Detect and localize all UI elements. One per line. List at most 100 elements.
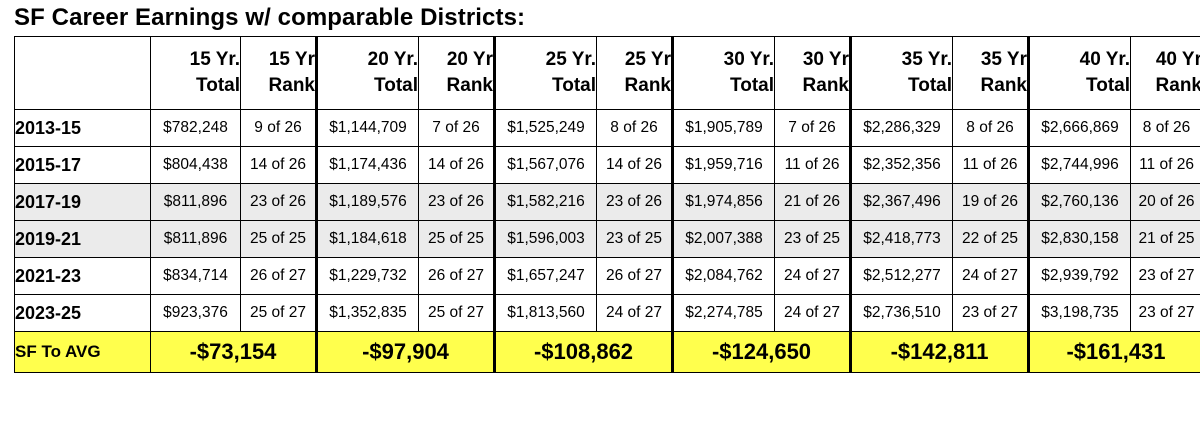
total-cell: $1,596,003: [493, 220, 597, 258]
total-cell: $2,274,785: [671, 294, 775, 332]
rank-cell: 25 of 25: [240, 220, 317, 258]
rank-cell: 24 of 27: [774, 294, 851, 332]
total-cell: $1,567,076: [493, 146, 597, 184]
rank-cell: 24 of 27: [774, 257, 851, 295]
total-cell: $2,760,136: [1027, 183, 1131, 221]
header-cell: 30 Yr. Total: [671, 36, 775, 110]
total-cell: $834,714: [150, 257, 241, 295]
total-cell: $1,352,835: [315, 294, 419, 332]
avg-value: -$124,650: [671, 331, 851, 373]
total-cell: $2,352,356: [849, 146, 953, 184]
total-cell: $1,959,716: [671, 146, 775, 184]
rank-cell: 22 of 25: [952, 220, 1029, 258]
total-cell: $2,736,510: [849, 294, 953, 332]
total-cell: $1,657,247: [493, 257, 597, 295]
rank-cell: 26 of 27: [418, 257, 495, 295]
total-cell: $2,367,496: [849, 183, 953, 221]
rank-cell: 25 of 27: [418, 294, 495, 332]
header-cell: 20 Yr Rank: [418, 36, 495, 110]
header-cell: 25 Yr. Total: [493, 36, 597, 110]
rank-cell: 7 of 26: [774, 109, 851, 147]
rank-cell: 11 of 26: [774, 146, 851, 184]
total-cell: $1,184,618: [315, 220, 419, 258]
total-cell: $811,896: [150, 220, 241, 258]
rank-cell: 9 of 26: [240, 109, 317, 147]
rank-cell: 20 of 26: [1130, 183, 1200, 221]
rank-cell: 26 of 27: [240, 257, 317, 295]
table-row: 2019-21 $811,896 25 of 25 $1,184,618 25 of 2…: [14, 220, 1200, 258]
total-cell: $923,376: [150, 294, 241, 332]
rank-cell: 21 of 25: [1130, 220, 1200, 258]
total-cell: $2,666,869: [1027, 109, 1131, 147]
total-cell: $1,974,856: [671, 183, 775, 221]
table-row: 2013-15 $782,248 9 of 26 $1,144,709 7 of 26 $…: [14, 109, 1200, 147]
row-year-label: 2019-21: [14, 220, 151, 258]
total-cell: $2,744,996: [1027, 146, 1131, 184]
rank-cell: 24 of 27: [952, 257, 1029, 295]
total-cell: $2,830,158: [1027, 220, 1131, 258]
rank-cell: 26 of 27: [596, 257, 673, 295]
table-row: 2023-25 $923,376 25 of 27 $1,352,835 25 of 2…: [14, 294, 1200, 332]
rank-cell: 23 of 26: [596, 183, 673, 221]
header-cell: 15 Yr. Total: [150, 36, 241, 110]
total-cell: $811,896: [150, 183, 241, 221]
page-title: SF Career Earnings w/ comparable Distric…: [14, 4, 526, 31]
row-year-label: 2017-19: [14, 183, 151, 221]
total-cell: $1,905,789: [671, 109, 775, 147]
total-cell: $1,525,249: [493, 109, 597, 147]
rank-cell: 19 of 26: [952, 183, 1029, 221]
rank-cell: 23 of 26: [418, 183, 495, 221]
row-year-label: 2013-15: [14, 109, 151, 147]
total-cell: $804,438: [150, 146, 241, 184]
avg-value: -$161,431: [1027, 331, 1200, 373]
table-row: 2015-17 $804,438 14 of 26 $1,174,436 14 of 2…: [14, 146, 1200, 184]
rank-cell: 11 of 26: [952, 146, 1029, 184]
header-cell: 40 Yr Rank: [1130, 36, 1200, 110]
rank-cell: 14 of 26: [418, 146, 495, 184]
rank-cell: 11 of 26: [1130, 146, 1200, 184]
total-cell: $2,512,277: [849, 257, 953, 295]
rank-cell: 8 of 26: [596, 109, 673, 147]
avg-label: SF To AVG: [14, 331, 151, 373]
row-year-label: 2023-25: [14, 294, 151, 332]
earnings-table: 15 Yr. Total 15 Yr Rank 20 Yr. Total 20 Yr R…: [14, 36, 1200, 373]
header-cell: 20 Yr. Total: [315, 36, 419, 110]
row-year-label: 2015-17: [14, 146, 151, 184]
total-cell: $2,939,792: [1027, 257, 1131, 295]
total-cell: $1,813,560: [493, 294, 597, 332]
rank-cell: 23 of 25: [596, 220, 673, 258]
rank-cell: 23 of 27: [1130, 294, 1200, 332]
total-cell: $2,007,388: [671, 220, 775, 258]
total-cell: $3,198,735: [1027, 294, 1131, 332]
total-cell: $1,144,709: [315, 109, 419, 147]
rank-cell: 7 of 26: [418, 109, 495, 147]
rank-cell: 25 of 27: [240, 294, 317, 332]
header-cell: 40 Yr. Total: [1027, 36, 1131, 110]
avg-value: -$73,154: [150, 331, 317, 373]
table-row: 2021-23 $834,714 26 of 27 $1,229,732 26 of 2…: [14, 257, 1200, 295]
total-cell: $2,418,773: [849, 220, 953, 258]
total-cell: $2,084,762: [671, 257, 775, 295]
header-cell: 30 Yr Rank: [774, 36, 851, 110]
rank-cell: 8 of 26: [952, 109, 1029, 147]
rank-cell: 24 of 27: [596, 294, 673, 332]
rank-cell: 23 of 27: [952, 294, 1029, 332]
total-cell: $782,248: [150, 109, 241, 147]
avg-row: SF To AVG -$73,154 -$97,904 -$108,862 -$…: [14, 331, 1200, 373]
rank-cell: 23 of 26: [240, 183, 317, 221]
rank-cell: 14 of 26: [596, 146, 673, 184]
table-row: 2017-19 $811,896 23 of 26 $1,189,576 23 of 2…: [14, 183, 1200, 221]
header-row: 15 Yr. Total 15 Yr Rank 20 Yr. Total 20 Yr R…: [14, 36, 1200, 110]
rank-cell: 21 of 26: [774, 183, 851, 221]
rank-cell: 23 of 27: [1130, 257, 1200, 295]
total-cell: $1,174,436: [315, 146, 419, 184]
total-cell: $1,189,576: [315, 183, 419, 221]
avg-value: -$142,811: [849, 331, 1029, 373]
avg-value: -$97,904: [315, 331, 495, 373]
total-cell: $2,286,329: [849, 109, 953, 147]
header-cell: 35 Yr Rank: [952, 36, 1029, 110]
rank-cell: 14 of 26: [240, 146, 317, 184]
header-corner: [14, 36, 151, 110]
header-cell: 25 Yr Rank: [596, 36, 673, 110]
total-cell: $1,582,216: [493, 183, 597, 221]
